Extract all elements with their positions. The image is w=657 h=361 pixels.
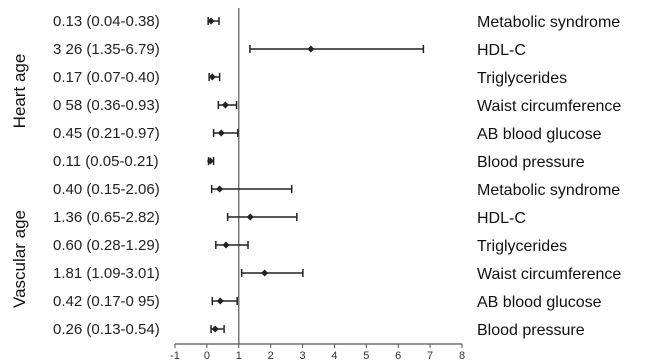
estimate-label: 0.60 (0.28-1.29) (53, 237, 160, 254)
row-label: AB blood glucose (477, 294, 602, 311)
point-estimate (216, 297, 224, 305)
point-estimate (208, 73, 216, 81)
point-estimate (246, 213, 254, 221)
x-tick-label: 4 (331, 350, 337, 361)
x-tick-label: 1 (236, 350, 242, 361)
group-label: Heart age (10, 54, 29, 129)
estimate-label: 0.11 (0.05-0.21) (53, 153, 159, 170)
x-tick-label: 6 (395, 350, 401, 361)
point-estimate (217, 129, 225, 137)
row-text: 0.13 (0.04-0.38) Metabolic syndrome 3 26 (… (10, 13, 621, 339)
point-estimate (216, 185, 224, 193)
row-label: HDL-C (477, 42, 526, 59)
row-label: AB blood glucose (477, 126, 602, 143)
estimate-label: 1.36 (0.65-2.82) (53, 209, 160, 226)
estimate-label: 0.42 (0.17-0 95) (53, 293, 160, 310)
row-label: Waist circumference (477, 98, 621, 115)
x-tick-label: 2 (268, 350, 274, 361)
point-estimate (206, 157, 214, 165)
estimate-label: 0.40 (0.15-2.06) (53, 181, 160, 198)
estimate-label: 3 26 (1.35-6.79) (53, 41, 160, 58)
estimate-label: 0.26 (0.13-0.54) (53, 321, 160, 338)
estimate-label: 0.45 (0.21-0.97) (53, 125, 160, 142)
point-estimate (307, 45, 315, 53)
row-label: Triglycerides (477, 238, 567, 255)
estimate-label: 0 58 (0.36-0.93) (53, 97, 160, 114)
group-label: Vascular age (10, 210, 29, 308)
estimate-label: 1.81 (1.09-3.01) (53, 265, 160, 282)
x-tick-label: -1 (170, 350, 180, 361)
x-tick-label: 0 (204, 350, 210, 361)
x-tick-label: 7 (427, 350, 433, 361)
point-estimate (221, 101, 229, 109)
point-estimate (207, 17, 215, 25)
row-label: Metabolic syndrome (477, 182, 620, 199)
x-tick-label: 3 (299, 350, 305, 361)
x-axis: -1 0 1 2 3 4 5 6 7 8 (170, 8, 465, 361)
x-tick-label: 8 (459, 350, 465, 361)
row-label: Waist circumference (477, 266, 621, 283)
estimate-label: 0.17 (0.07-0.40) (53, 69, 160, 86)
point-estimate (261, 269, 269, 277)
estimate-label: 0.13 (0.04-0.38) (53, 13, 160, 30)
row-label: HDL-C (477, 210, 526, 227)
row-label: Blood pressure (477, 154, 585, 171)
plot-marks (206, 17, 425, 333)
point-estimate (211, 325, 219, 333)
x-tick-label: 5 (363, 350, 369, 361)
row-label: Blood pressure (477, 322, 585, 339)
row-label: Triglycerides (477, 70, 567, 87)
row-label: Metabolic syndrome (477, 14, 620, 31)
point-estimate (222, 241, 230, 249)
